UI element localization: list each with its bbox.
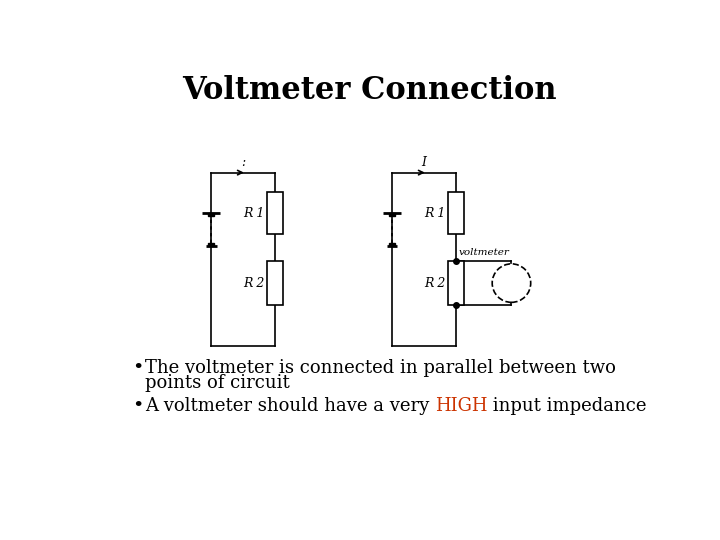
Text: The voltmeter is connected in parallel between two: The voltmeter is connected in parallel b… [145, 359, 616, 377]
Text: HIGH: HIGH [435, 397, 487, 415]
Bar [449, 192, 464, 234]
Text: A voltmeter should have a very: A voltmeter should have a very [145, 397, 435, 415]
Bar [267, 192, 283, 234]
Text: :: : [241, 156, 246, 168]
Polygon shape [208, 242, 215, 245]
Bar [267, 261, 283, 305]
Text: R 2: R 2 [243, 276, 265, 289]
Text: input impedance: input impedance [487, 397, 647, 415]
Text: •: • [132, 359, 143, 377]
Text: points of circuit: points of circuit [145, 374, 289, 393]
Text: •: • [132, 397, 143, 415]
Text: Voltmeter Connection: Voltmeter Connection [181, 75, 557, 106]
Text: R 1: R 1 [243, 206, 265, 220]
Polygon shape [389, 242, 395, 245]
Text: R 2: R 2 [425, 276, 446, 289]
Text: R 1: R 1 [425, 206, 446, 220]
Text: I: I [421, 156, 426, 168]
Circle shape [492, 264, 531, 302]
Bar [449, 261, 464, 305]
Text: V: V [507, 276, 516, 289]
Text: voltmeter: voltmeter [459, 247, 510, 256]
Polygon shape [208, 213, 215, 215]
Polygon shape [389, 213, 395, 215]
